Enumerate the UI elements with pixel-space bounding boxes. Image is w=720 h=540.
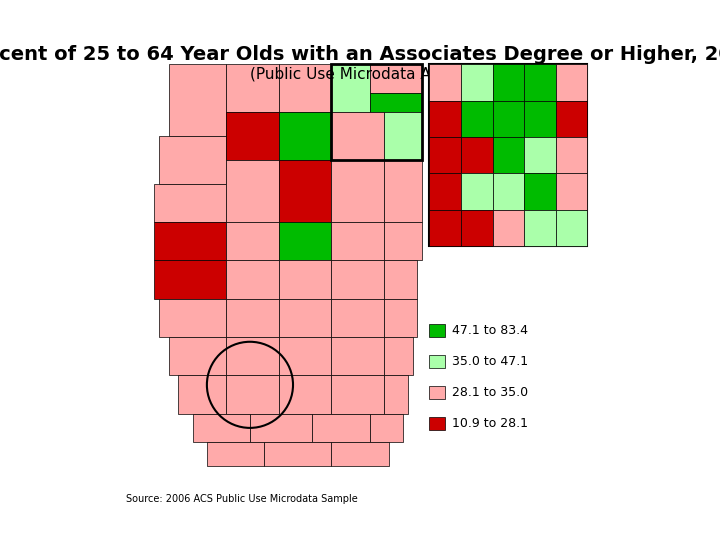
Polygon shape (369, 414, 403, 442)
Polygon shape (384, 337, 413, 375)
Polygon shape (331, 299, 384, 337)
Bar (461, 173, 492, 210)
Bar (524, 100, 556, 137)
Polygon shape (384, 160, 422, 222)
Polygon shape (226, 375, 279, 414)
Bar (429, 137, 461, 173)
Polygon shape (312, 414, 369, 442)
Bar (461, 210, 492, 246)
Bar (429, 173, 461, 210)
Polygon shape (331, 337, 384, 375)
Polygon shape (154, 222, 226, 260)
Polygon shape (279, 375, 331, 414)
Bar (461, 100, 492, 137)
Bar (556, 173, 588, 210)
Bar (429, 64, 588, 246)
Bar (492, 137, 524, 173)
Polygon shape (384, 375, 408, 414)
Polygon shape (159, 299, 226, 337)
Text: Source: 2006 ACS Public Use Microdata Sample: Source: 2006 ACS Public Use Microdata Sa… (125, 495, 357, 504)
Polygon shape (154, 184, 226, 222)
Bar (492, 173, 524, 210)
Bar (524, 173, 556, 210)
Bar (429, 417, 445, 430)
Bar (429, 355, 445, 368)
Bar (461, 64, 492, 100)
Polygon shape (331, 222, 384, 260)
Polygon shape (226, 260, 279, 299)
Polygon shape (279, 160, 331, 222)
Bar (524, 210, 556, 246)
Polygon shape (264, 442, 331, 466)
Polygon shape (226, 160, 279, 222)
Polygon shape (168, 64, 226, 136)
Polygon shape (178, 375, 226, 414)
Polygon shape (384, 112, 422, 160)
Polygon shape (226, 299, 279, 337)
Polygon shape (279, 260, 331, 299)
Bar (492, 100, 524, 137)
Polygon shape (369, 64, 422, 93)
Bar (524, 137, 556, 173)
Polygon shape (331, 260, 384, 299)
Polygon shape (250, 414, 312, 442)
Polygon shape (331, 112, 384, 160)
Polygon shape (226, 222, 279, 260)
Text: Percent of 25 to 64 Year Olds with an Associates Degree or Higher, 2006: Percent of 25 to 64 Year Olds with an As… (0, 45, 720, 64)
Text: 35.0 to 47.1: 35.0 to 47.1 (452, 355, 528, 368)
Polygon shape (331, 160, 384, 222)
Polygon shape (279, 64, 331, 112)
Bar (429, 100, 461, 137)
Polygon shape (384, 222, 422, 260)
Polygon shape (331, 375, 384, 414)
Bar (556, 100, 588, 137)
Bar (429, 386, 445, 399)
Bar (492, 210, 524, 246)
Polygon shape (279, 222, 331, 260)
Text: 47.1 to 83.4: 47.1 to 83.4 (452, 324, 528, 337)
Polygon shape (168, 337, 226, 375)
Text: 10.9 to 28.1: 10.9 to 28.1 (452, 417, 528, 430)
Polygon shape (226, 64, 279, 112)
Bar (429, 210, 461, 246)
Polygon shape (369, 93, 422, 112)
Bar (429, 324, 445, 337)
Polygon shape (384, 260, 418, 299)
Bar (429, 64, 461, 100)
Bar (556, 137, 588, 173)
Polygon shape (226, 337, 279, 375)
Polygon shape (279, 337, 331, 375)
Bar (556, 210, 588, 246)
Polygon shape (331, 64, 369, 112)
Bar (492, 64, 524, 100)
Polygon shape (154, 260, 226, 299)
Polygon shape (207, 442, 264, 466)
Bar (556, 64, 588, 100)
Polygon shape (192, 414, 250, 442)
Bar (331, 64, 422, 160)
Text: 28.1 to 35.0: 28.1 to 35.0 (452, 386, 528, 399)
Polygon shape (384, 299, 418, 337)
Polygon shape (159, 136, 226, 184)
Bar (524, 64, 556, 100)
Bar (461, 137, 492, 173)
Polygon shape (279, 112, 331, 160)
Polygon shape (226, 112, 279, 160)
Text: (Public Use Microdata Areas): (Public Use Microdata Areas) (251, 66, 469, 82)
Polygon shape (331, 442, 389, 466)
Polygon shape (279, 299, 331, 337)
